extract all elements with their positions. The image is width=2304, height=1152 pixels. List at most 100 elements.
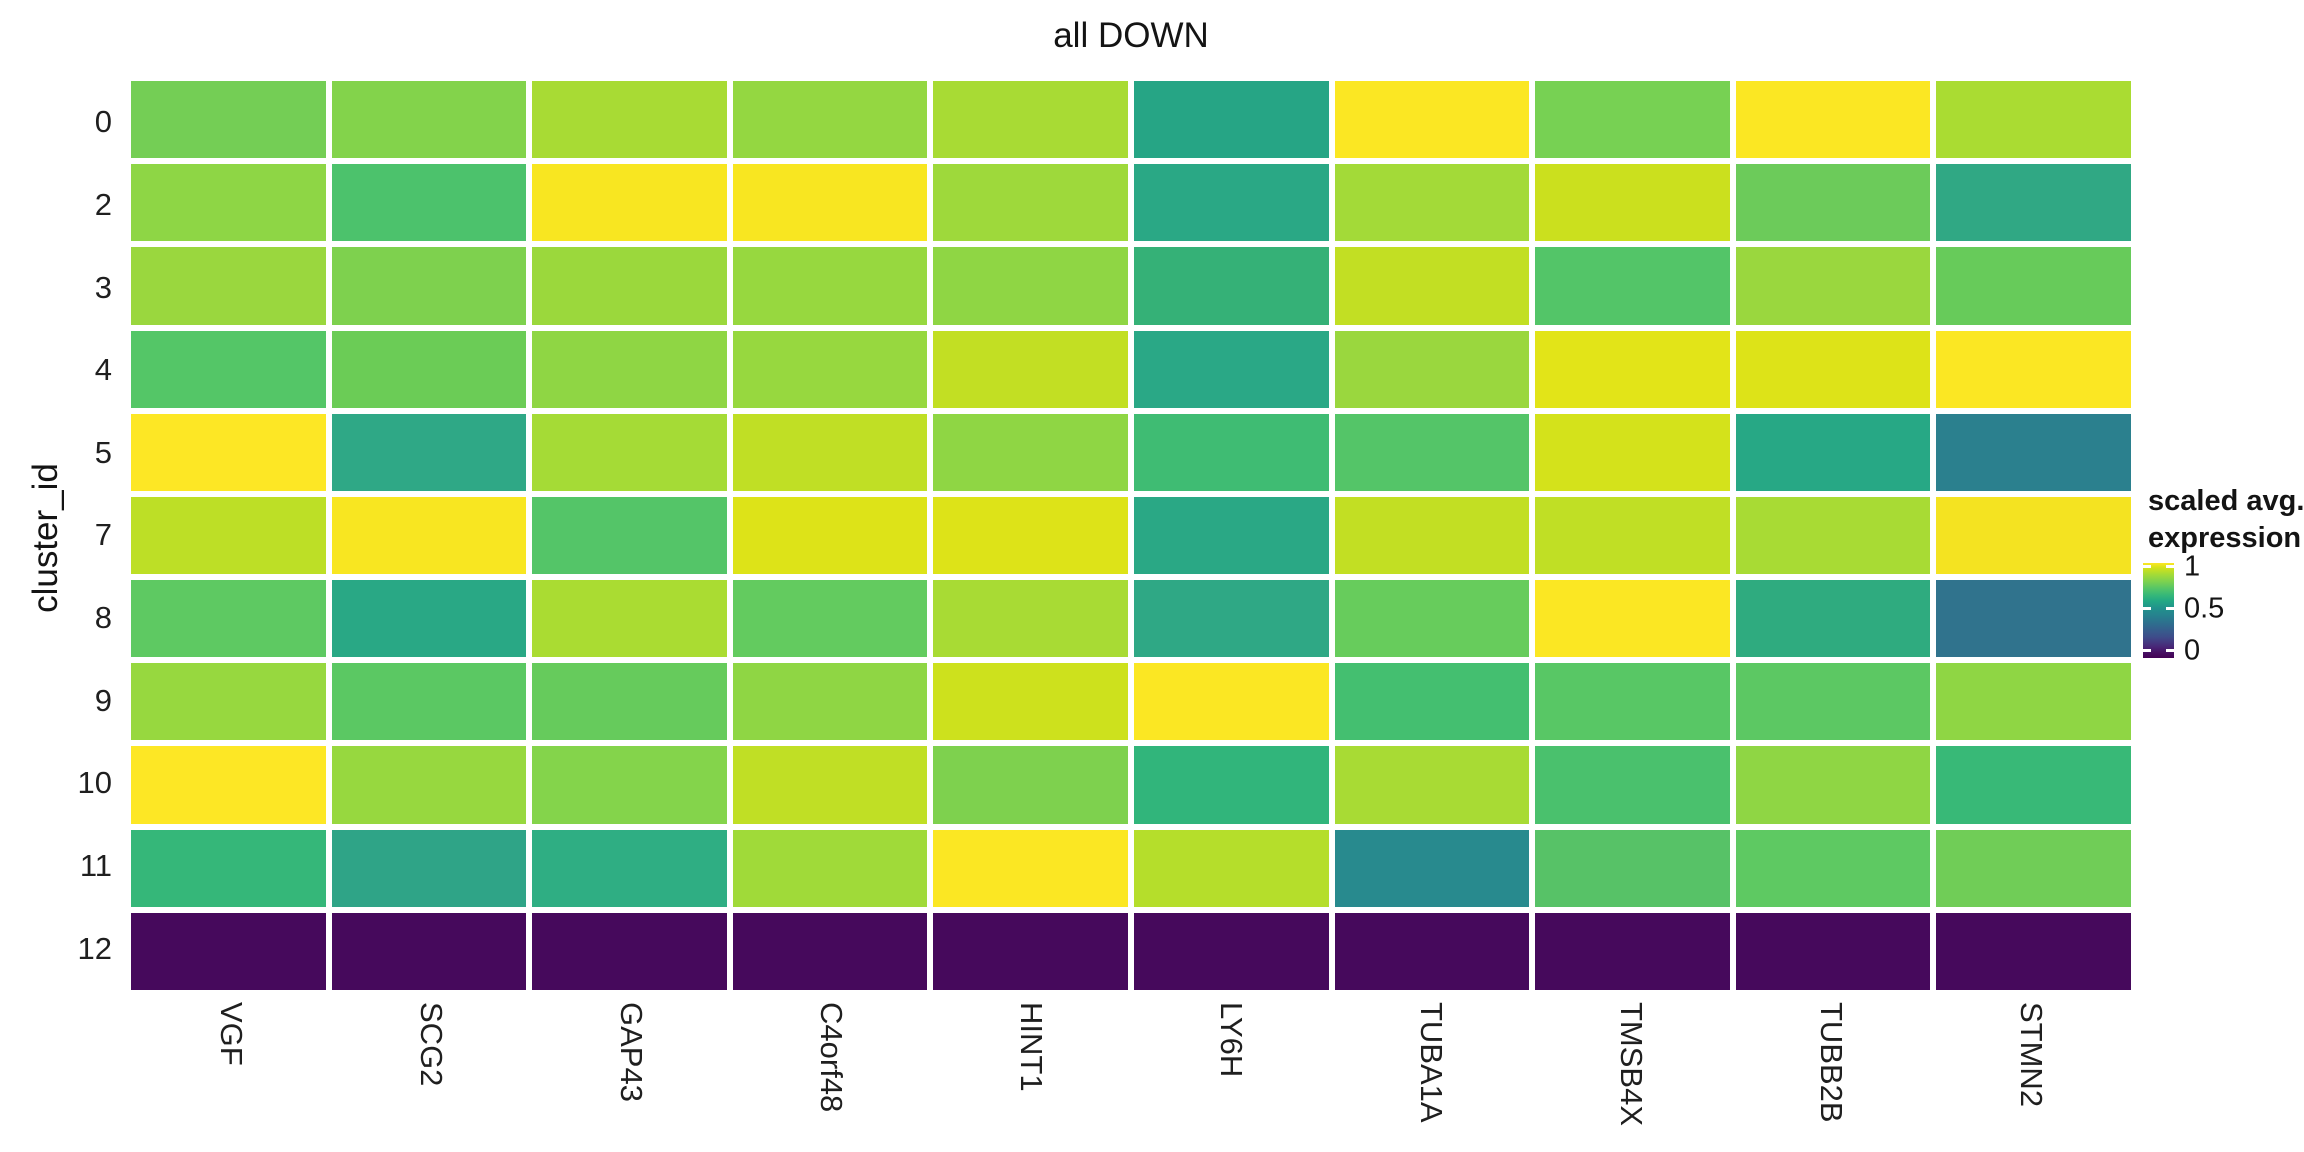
heatmap-cell-2-VGF <box>131 164 326 242</box>
legend-colorbar <box>2143 563 2174 658</box>
heatmap-cell-0-HINT1 <box>933 81 1128 159</box>
heatmap-cell-12-TUBB2B <box>1735 912 1931 990</box>
heatmap-cell-9-C4orf48 <box>732 663 928 741</box>
heatmap-cell-11-VGF <box>131 829 326 907</box>
x-tick-label-HINT1: HINT1 <box>1014 1002 1049 1092</box>
heatmap-cell-9-TUBB2B <box>1735 663 1931 741</box>
heatmap-cell-11-HINT1 <box>933 829 1128 907</box>
heatmap-cell-3-TMSB4X <box>1535 247 1730 325</box>
heatmap-cell-5-VGF <box>131 413 326 491</box>
heatmap-cell-0-SCG2 <box>331 81 527 159</box>
heatmap-cell-8-GAP43 <box>532 580 727 658</box>
heatmap-cell-2-HINT1 <box>933 164 1128 242</box>
heatmap-cell-0-TUBA1A <box>1334 81 1530 159</box>
heatmap-cell-7-STMN2 <box>1936 496 2131 575</box>
colorbar-tick-0-left <box>2143 649 2151 652</box>
y-tick-label-0: 0 <box>94 104 112 140</box>
y-tick-label-2: 2 <box>94 186 112 222</box>
legend-tick-label-0: 0 <box>2184 634 2201 667</box>
heatmap-cell-8-TMSB4X <box>1535 580 1730 658</box>
x-axis-ticks: VGF SCG2 GAP43 C4orf48 HINT1 LY6H TUBA1A TMSB4X… <box>131 1002 2131 1147</box>
y-tick-label-8: 8 <box>94 600 112 636</box>
y-tick-label-5: 5 <box>94 434 112 470</box>
colorbar-tick-05-right <box>2166 607 2174 610</box>
colorbar-tick-1-left <box>2143 565 2151 568</box>
heatmap-cell-8-TUBB2B <box>1735 580 1931 658</box>
heatmap-cell-11-TMSB4X <box>1535 829 1730 907</box>
heatmap-cell-7-TMSB4X <box>1535 496 1730 575</box>
heatmap-cell-2-LY6H <box>1134 164 1329 242</box>
x-tick-cell-GAP43: GAP43 <box>531 1002 731 1147</box>
y-axis-ticks: 0 2 3 4 5 7 8 9 10 11 12 <box>0 81 112 990</box>
colorbar-tick-0-right <box>2166 649 2174 652</box>
heatmap-cell-9-TMSB4X <box>1535 663 1730 741</box>
heatmap-cell-10-TMSB4X <box>1535 746 1730 824</box>
heatmap-cell-8-SCG2 <box>331 580 527 658</box>
heatmap-cell-3-STMN2 <box>1936 247 2131 325</box>
x-tick-label-STMN2: STMN2 <box>2014 1002 2049 1108</box>
heatmap-cell-12-GAP43 <box>532 912 727 990</box>
heatmap-cell-10-VGF <box>131 746 326 824</box>
heatmap-cell-4-SCG2 <box>331 330 527 408</box>
heatmap-cell-9-GAP43 <box>532 663 727 741</box>
heatmap-cell-4-GAP43 <box>532 330 727 408</box>
heatmap-cell-11-LY6H <box>1134 829 1329 907</box>
heatmap-cell-0-LY6H <box>1134 81 1329 159</box>
heatmap-cell-4-HINT1 <box>933 330 1128 408</box>
heatmap-cell-9-LY6H <box>1134 663 1329 741</box>
x-tick-cell-STMN2: STMN2 <box>1931 1002 2131 1147</box>
heatmap-cell-5-TMSB4X <box>1535 413 1730 491</box>
heatmap-cell-10-LY6H <box>1134 746 1329 824</box>
heatmap-cell-0-TMSB4X <box>1535 81 1730 159</box>
plot-title: all DOWN <box>1053 16 1209 55</box>
colorbar-tick-1-right <box>2166 565 2174 568</box>
legend-title: scaled avg. expression <box>2148 483 2304 557</box>
heatmap-cell-3-GAP43 <box>532 247 727 325</box>
x-tick-label-LY6H: LY6H <box>1214 1002 1249 1078</box>
heatmap-cell-5-GAP43 <box>532 413 727 491</box>
heatmap-cell-7-HINT1 <box>933 496 1128 575</box>
heatmap-cell-2-TMSB4X <box>1535 164 1730 242</box>
heatmap-cell-2-TUBB2B <box>1735 164 1931 242</box>
x-tick-label-C4orf48: C4orf48 <box>814 1002 849 1113</box>
heatmap-cell-10-TUBA1A <box>1334 746 1530 824</box>
heatmap-cell-3-TUBA1A <box>1334 247 1530 325</box>
heatmap-cell-12-HINT1 <box>933 912 1128 990</box>
heatmap-cell-12-LY6H <box>1134 912 1329 990</box>
heatmap-cell-2-SCG2 <box>331 164 527 242</box>
legend: scaled avg. expression 1 0.5 0 <box>2143 483 2304 703</box>
heatmap-cell-7-TUBA1A <box>1334 496 1530 575</box>
legend-tick-label-05: 0.5 <box>2184 592 2225 625</box>
x-tick-cell-HINT1: HINT1 <box>931 1002 1131 1147</box>
x-tick-cell-VGF: VGF <box>131 1002 331 1147</box>
heatmap-cell-10-GAP43 <box>532 746 727 824</box>
y-tick-label-12: 12 <box>77 930 112 966</box>
heatmap-cell-2-C4orf48 <box>732 164 928 242</box>
y-tick-label-3: 3 <box>94 269 112 305</box>
heatmap-cell-10-SCG2 <box>331 746 527 824</box>
heatmap-cell-11-TUBA1A <box>1334 829 1530 907</box>
heatmap-cell-7-SCG2 <box>331 496 527 575</box>
heatmap-cell-8-HINT1 <box>933 580 1128 658</box>
heatmap-cell-8-VGF <box>131 580 326 658</box>
heatmap-cell-10-HINT1 <box>933 746 1128 824</box>
x-tick-cell-LY6H: LY6H <box>1131 1002 1331 1147</box>
heatmap-cell-4-STMN2 <box>1936 330 2131 408</box>
heatmap-cell-10-C4orf48 <box>732 746 928 824</box>
heatmap-cell-5-C4orf48 <box>732 413 928 491</box>
heatmap-cell-12-TMSB4X <box>1535 912 1730 990</box>
heatmap-cell-9-SCG2 <box>331 663 527 741</box>
heatmap-cell-5-STMN2 <box>1936 413 2131 491</box>
x-tick-cell-TMSB4X: TMSB4X <box>1531 1002 1731 1147</box>
y-tick-label-11: 11 <box>79 848 112 884</box>
x-tick-label-SCG2: SCG2 <box>414 1002 449 1087</box>
heatmap-cell-0-GAP43 <box>532 81 727 159</box>
heatmap-cell-4-TUBB2B <box>1735 330 1931 408</box>
heatmap-cell-11-C4orf48 <box>732 829 928 907</box>
heatmap-cell-0-TUBB2B <box>1735 81 1931 159</box>
heatmap-cell-0-C4orf48 <box>732 81 928 159</box>
heatmap-cell-3-TUBB2B <box>1735 247 1931 325</box>
x-tick-label-TMSB4X: TMSB4X <box>1614 1002 1649 1127</box>
heatmap-cell-4-C4orf48 <box>732 330 928 408</box>
y-tick-label-4: 4 <box>94 352 112 388</box>
